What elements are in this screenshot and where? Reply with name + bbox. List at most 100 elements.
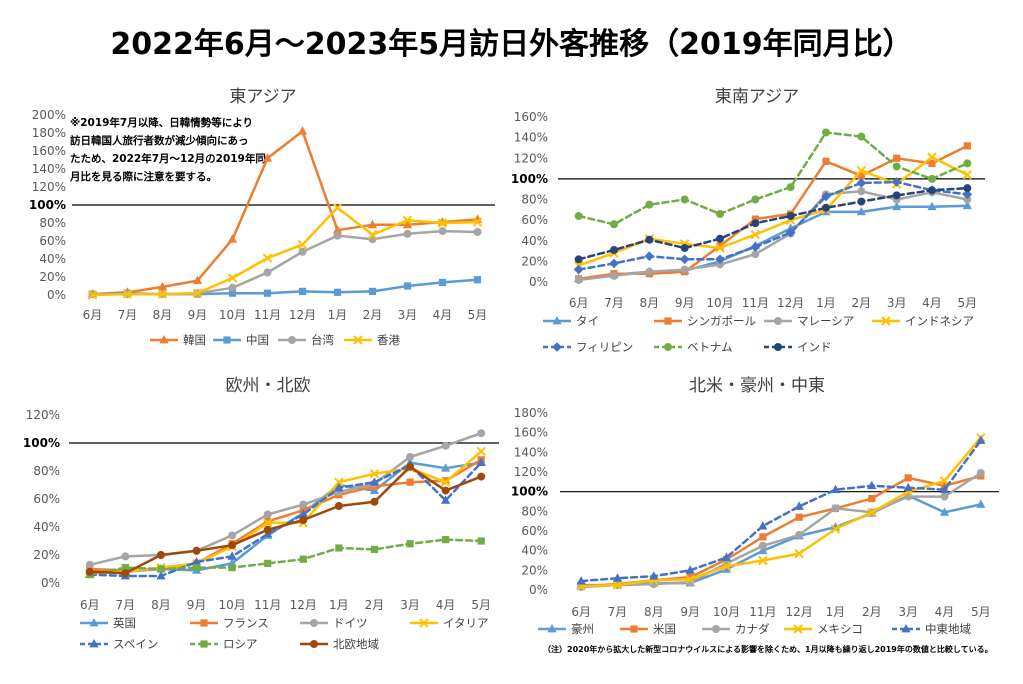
- data-point: [262, 253, 273, 263]
- data-point: [370, 497, 379, 506]
- x-tick-label: 7月: [116, 598, 136, 612]
- series-line: [577, 186, 969, 261]
- legend-label: スペイン: [113, 637, 158, 651]
- data-point: [645, 267, 654, 276]
- data-point: [85, 567, 94, 576]
- data-point: [370, 545, 379, 553]
- data-point: [940, 492, 949, 501]
- x-tick-label: 2月: [852, 296, 872, 310]
- data-point: [403, 229, 412, 238]
- y-tick-label: 200%: [32, 108, 66, 122]
- legend-item: 豪州: [538, 622, 594, 636]
- legend-item: インドネシア: [872, 314, 974, 328]
- data-point: [822, 128, 830, 137]
- data-point: [157, 281, 168, 291]
- legend-label: 香港: [377, 333, 400, 347]
- legend-marker: [881, 316, 891, 326]
- data-point: [649, 571, 659, 580]
- series-line: [579, 471, 983, 589]
- data-point: [758, 545, 768, 555]
- x-tick-label: 3月: [400, 598, 420, 612]
- data-point: [612, 573, 623, 582]
- data-point: [721, 561, 732, 572]
- y-tick-label: 0%: [41, 576, 60, 590]
- legend-label: カナダ: [735, 622, 770, 636]
- x-tick-label: 6月: [80, 598, 100, 612]
- legend-marker: [774, 343, 782, 351]
- y-tick-label: 40%: [521, 544, 548, 558]
- data-point: [264, 559, 272, 567]
- data-point: [156, 551, 165, 559]
- data-point: [369, 477, 380, 486]
- legend-marker: [664, 343, 672, 351]
- data-point: [227, 551, 237, 560]
- legend-item: 台湾: [278, 333, 334, 347]
- data-point: [610, 271, 618, 280]
- x-tick-label: 4月: [433, 308, 453, 322]
- data-point: [856, 206, 866, 216]
- data-point: [680, 265, 689, 274]
- data-point: [857, 132, 866, 141]
- x-tick-label: 11月: [254, 598, 281, 612]
- legend-label: 豪州: [571, 622, 594, 636]
- data-point: [939, 476, 950, 486]
- data-point: [477, 537, 485, 545]
- data-point: [406, 453, 415, 461]
- data-point: [437, 218, 448, 228]
- data-point: [574, 255, 583, 264]
- legend-marker: [200, 619, 208, 627]
- data-point: [297, 239, 308, 250]
- data-point: [893, 154, 901, 162]
- data-point: [750, 242, 761, 252]
- series: [576, 432, 986, 591]
- legend-marker: [630, 625, 638, 633]
- y-tick-label: 100%: [23, 436, 60, 450]
- legend-item: 中国: [213, 333, 269, 347]
- data-point: [192, 275, 203, 284]
- data-point: [227, 273, 238, 283]
- y-tick-label: 140%: [514, 445, 548, 459]
- data-point: [438, 227, 447, 236]
- legend-marker: [901, 624, 911, 633]
- x-tick-label: 1月: [826, 605, 846, 619]
- data-point: [473, 276, 482, 284]
- data-point: [976, 468, 985, 477]
- legend-marker: [223, 336, 231, 344]
- data-point: [403, 282, 412, 290]
- chart-east-asia: 東アジア 0% 20% 40% 60% 80% 100% 120% 140% 160% 180% 20…: [29, 87, 495, 347]
- data-point: [440, 477, 451, 487]
- data-point: [680, 243, 689, 252]
- data-point: [332, 225, 343, 234]
- y-tick-label: 180%: [514, 406, 548, 420]
- series-line: [577, 131, 969, 226]
- legend-label: マレーシア: [797, 314, 854, 328]
- data-point: [891, 177, 902, 187]
- data-point: [121, 569, 130, 578]
- data-point: [576, 576, 586, 585]
- footnote: （注）2020年から拡大した新型コロナウイルスによる影響を除くため、1月以降も繰…: [543, 645, 993, 654]
- x-tick-label: 5月: [471, 598, 491, 612]
- data-point: [477, 472, 486, 481]
- legend-item: 英国: [80, 616, 136, 630]
- series: [86, 536, 485, 579]
- y-tick-label: 120%: [514, 465, 548, 479]
- x-tick-label: 10月: [713, 605, 740, 619]
- x-tick-label: 10月: [706, 296, 733, 310]
- y-tick-label: 120%: [514, 151, 548, 165]
- y-tick-label: 100%: [511, 172, 548, 186]
- data-point: [406, 540, 414, 548]
- data-point: [716, 209, 724, 218]
- legend-marker: [89, 618, 99, 627]
- data-point: [794, 501, 804, 510]
- y-tick-label: 140%: [32, 162, 66, 176]
- data-point: [610, 246, 618, 255]
- legend-label: フィリピン: [576, 340, 633, 354]
- x-tick-label: 9月: [680, 605, 700, 619]
- data-point: [192, 288, 203, 298]
- series-line: [577, 180, 969, 271]
- y-tick-label: 0%: [529, 583, 548, 597]
- data-point: [680, 195, 689, 204]
- legend-item: フランス: [190, 616, 269, 630]
- data-point: [406, 478, 414, 486]
